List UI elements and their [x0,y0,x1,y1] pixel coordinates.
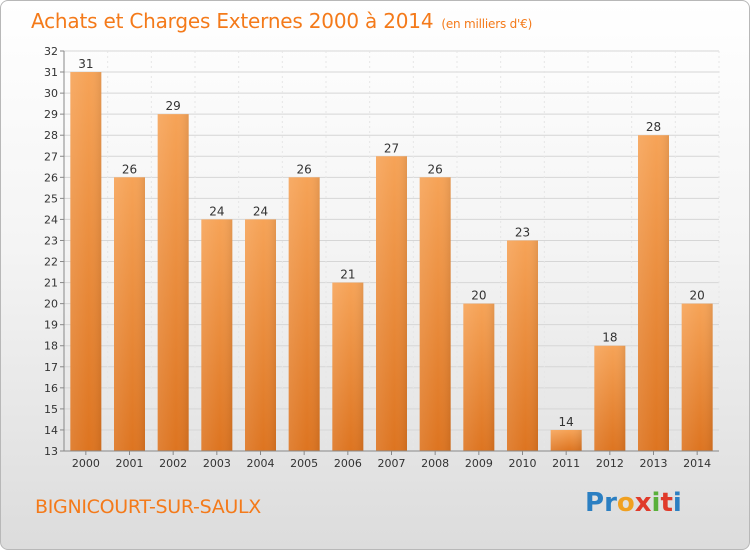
chart-title-text: Achats et Charges Externes 2000 à 2014 [31,9,434,33]
y-tick-label: 20 [44,298,58,311]
x-tick-label: 2002 [159,457,187,470]
x-tick-label: 2005 [290,457,318,470]
logo-letter: t [660,488,673,518]
x-tick-label: 2004 [247,457,275,470]
x-tick-label: 2007 [378,457,406,470]
y-tick-label: 18 [44,340,58,353]
data-label: 31 [78,57,93,71]
y-tick-label: 24 [44,213,58,226]
data-label: 29 [166,99,181,113]
data-label: 20 [690,289,705,303]
logo-letter: r [604,488,617,518]
bar-shade [376,156,407,451]
y-tick-label: 30 [44,87,58,100]
data-label: 27 [384,141,399,155]
data-label: 14 [559,415,574,429]
y-tick-label: 22 [44,256,58,269]
y-tick-label: 13 [44,445,58,458]
logo-letter: o [616,488,635,518]
bar-shade [507,240,538,451]
bar-shade [201,219,233,451]
logo-letter: i [651,488,661,518]
bar-shade [550,429,582,451]
y-tick-label: 27 [44,150,58,163]
data-label: 26 [122,162,137,176]
data-label: 24 [253,204,268,218]
proxiti-logo[interactable]: Proxiti [585,488,682,518]
logo-letter: x [634,488,652,518]
y-tick-label: 14 [44,424,58,437]
logo-letter: i [672,488,682,518]
y-tick-label: 15 [44,403,58,416]
x-tick-label: 2000 [72,457,100,470]
x-tick-label: 2001 [116,457,144,470]
x-tick-label: 2008 [421,457,449,470]
y-tick-label: 16 [44,382,58,395]
data-label: 28 [646,120,661,134]
data-label: 26 [297,162,312,176]
bar-shade [463,303,495,451]
data-label: 20 [471,289,486,303]
data-label: 26 [428,162,443,176]
x-tick-label: 2013 [640,457,668,470]
bar-shade [114,177,145,451]
x-tick-label: 2012 [596,457,624,470]
y-tick-label: 28 [44,129,58,142]
x-tick-label: 2006 [334,457,362,470]
axis-layer: 13 14 15 16 17 18 19 20 21 22 23 24 25 26 27 28 29 30 31 32… [44,45,719,470]
y-tick-label: 25 [44,192,58,205]
y-tick-label: 23 [44,234,58,247]
bar-shade [332,282,364,451]
y-tick-label: 19 [44,319,58,332]
x-tick-label: 2011 [552,457,580,470]
bar-shade [681,303,713,451]
chart-title: Achats et Charges Externes 2000 à 2014 (e… [31,9,532,33]
y-tick-label: 29 [44,108,58,121]
y-tick-label: 21 [44,277,58,290]
y-tick-label: 32 [44,45,58,58]
bar-shade [288,177,320,451]
x-tick-label: 2003 [203,457,231,470]
x-tick-label: 2009 [465,457,493,470]
y-tick-label: 26 [44,171,58,184]
y-tick-label: 17 [44,361,58,374]
bar-shade [419,177,451,451]
chart-subtitle: (en milliers d'€) [441,17,533,31]
data-label: 21 [340,268,355,282]
data-label: 23 [515,225,530,239]
logo-letter: P [585,488,605,518]
bar-shade [594,345,626,451]
bar-shade [638,135,669,452]
x-tick-label: 2014 [683,457,711,470]
bar-shade [70,72,102,451]
bar-shade [245,219,276,451]
city-name: BIGNICOURT-SUR-SAULX [35,496,262,518]
bar-layer: 31 26 29 24 24 26 21 27 26 20 23 14 18 28 20 [70,57,713,452]
data-label: 18 [602,331,617,345]
data-label: 24 [209,204,224,218]
y-tick-label: 31 [44,66,58,79]
bar-shade [157,114,189,451]
x-tick-label: 2010 [509,457,537,470]
